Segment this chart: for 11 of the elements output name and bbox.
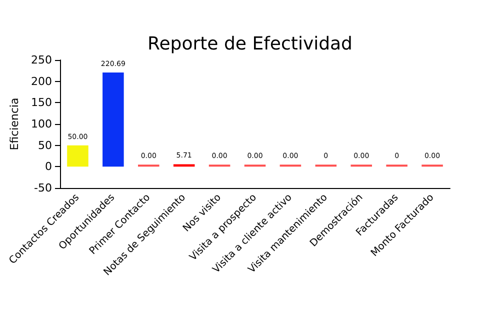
y-axis-title: Eficiencia (8, 98, 22, 150)
bar (67, 145, 88, 167)
y-tick-label: 200 (31, 74, 52, 88)
chart-title: Reporte de Efectividad (148, 34, 352, 54)
y-tick-label: 50 (38, 138, 52, 152)
y-tick-label: 150 (31, 96, 52, 110)
bar (102, 72, 124, 167)
y-tick-label: 250 (31, 54, 52, 66)
y-tick-label: 0 (45, 160, 52, 174)
y-tick-label: -50 (34, 182, 52, 194)
y-tick-label: 100 (31, 118, 52, 130)
